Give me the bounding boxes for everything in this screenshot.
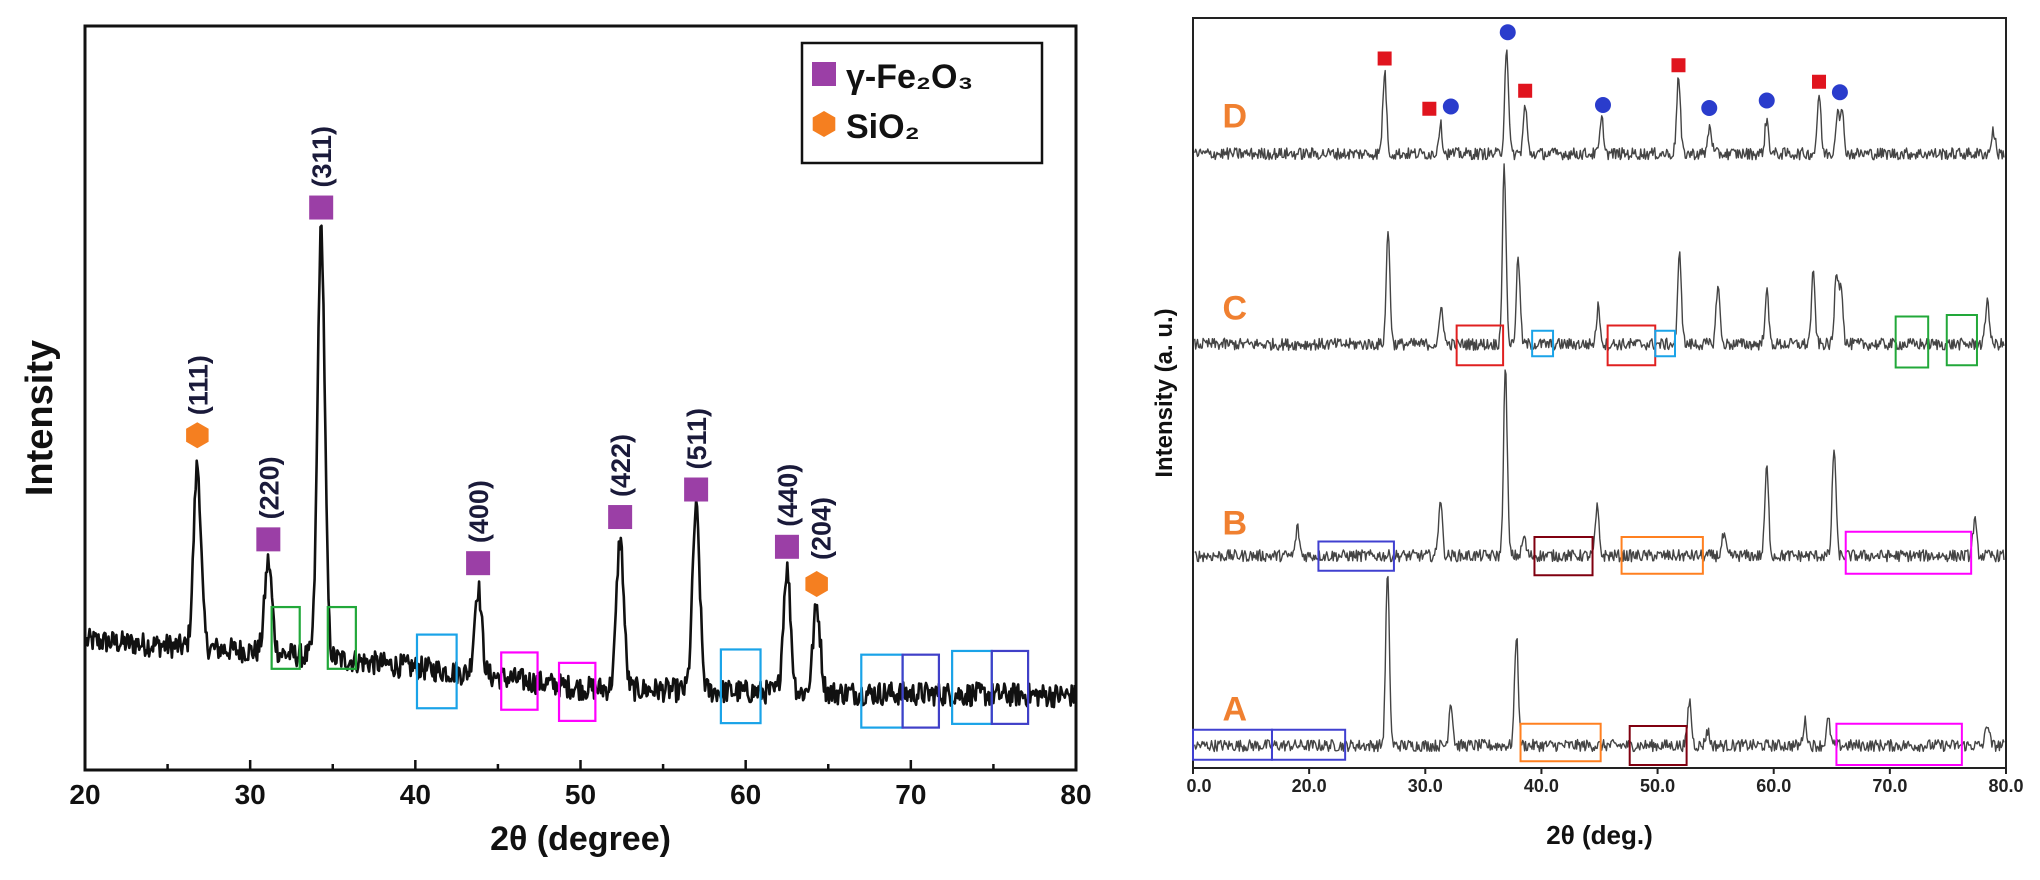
highlight-box: [1654, 329, 1676, 358]
series-label-b: B: [1223, 505, 1248, 543]
red-square-marker: [1377, 51, 1392, 66]
highlight-box: [557, 661, 597, 722]
y-axis-label: Intensity: [19, 340, 61, 496]
x-tick-label: 70: [895, 779, 926, 810]
highlight-box: [1945, 314, 1978, 367]
highlight-box: [990, 649, 1030, 725]
highlight-box: [1628, 725, 1688, 766]
legend: γ-Fe₂O₃ SiO₂: [800, 41, 1044, 165]
red-square-marker: [1422, 101, 1437, 116]
x-tick-label: 80.0: [1988, 776, 2023, 796]
red-square-marker: [1671, 58, 1686, 73]
blue-circle-marker: [1701, 100, 1718, 116]
fe2o3-marker: [309, 195, 334, 220]
peak-hkl-label: (204): [807, 497, 837, 560]
highlight-box: [415, 633, 458, 710]
blue-circle-marker: [1758, 92, 1775, 109]
x-tick-label: 60: [730, 779, 761, 810]
xrd-trace: [85, 224, 1076, 709]
fe2o3-marker: [684, 477, 709, 502]
x-axis-label: 2θ (deg.): [1546, 820, 1653, 850]
blue-circle-marker: [1594, 97, 1611, 113]
legend-fe2o3-label: γ-Fe₂O₃: [846, 58, 973, 96]
peak-hkl-label: (311): [307, 126, 337, 188]
x-tick-label: 0.0: [1186, 776, 1211, 796]
series-label-d: D: [1223, 97, 1248, 135]
fe2o3-marker: [608, 505, 633, 530]
legend-sio2-label: SiO₂: [846, 108, 920, 146]
y-axis-label: Intensity (a. u.): [1151, 308, 1178, 477]
highlight-box: [1519, 722, 1602, 763]
legend-frame: [800, 41, 1044, 165]
fe2o3-marker: [256, 527, 281, 552]
right-xrd-chart: 0.0 20.0 30.0 40.0 50.0 60.0 70.0 80.0 2θ (deg.)…: [1151, 17, 2024, 850]
trace-d: [1194, 49, 2005, 161]
legend-fe2o3-marker: [812, 62, 836, 86]
x-tick-label: 70.0: [1872, 776, 1907, 796]
highlight-box: [1835, 722, 1963, 766]
red-square-marker: [1518, 83, 1533, 98]
blue-circle-marker: [1442, 98, 1459, 115]
peak-hkl-label: (111): [183, 355, 213, 415]
peak-hkl-label: (400): [464, 480, 494, 543]
x-tick-label: 60.0: [1756, 776, 1791, 796]
peak-hkl-label: (440): [773, 464, 803, 527]
blue-circle-marker: [1499, 24, 1516, 41]
x-axis-label: 2θ (degree): [490, 820, 671, 858]
x-tick-label: 30: [235, 779, 266, 810]
legend-sio2-marker: [812, 111, 836, 137]
highlight-box: [901, 653, 941, 729]
highlight-box: [1270, 728, 1347, 761]
x-tick-label: 40.0: [1524, 776, 1559, 796]
x-tick-label: 50.0: [1640, 776, 1675, 796]
x-tick-label: 20: [69, 779, 100, 810]
x-tick-label: 50: [565, 779, 596, 810]
fe2o3-marker: [466, 551, 491, 576]
plot-frame: [1192, 17, 2007, 769]
peak-hkl-label: (220): [254, 456, 284, 519]
trace-a: [1194, 575, 2005, 753]
sio2-marker: [805, 571, 828, 597]
highlight-box: [1533, 536, 1594, 577]
series-label-a: A: [1223, 691, 1248, 729]
x-tick-label: 20.0: [1292, 776, 1327, 796]
highlight-box: [500, 651, 539, 711]
highlight-box: [1531, 329, 1555, 358]
blue-circle-marker: [1831, 84, 1848, 101]
x-tick-label: 30.0: [1408, 776, 1443, 796]
highlight-box: [719, 648, 762, 725]
highlight-box: [1317, 540, 1395, 572]
highlight-box: [1620, 536, 1704, 575]
highlight-box: [326, 605, 357, 670]
x-tick-label: 80: [1060, 779, 1091, 810]
highlight-box: [1894, 315, 1930, 369]
peak-hkl-label: (422): [606, 434, 636, 497]
red-square-marker: [1812, 74, 1827, 89]
series-label-c: C: [1223, 289, 1248, 327]
highlight-box: [1455, 324, 1505, 367]
trace-b: [1194, 369, 2005, 563]
peak-hkl-label: (511): [682, 408, 712, 470]
left-xrd-chart: 20 30 40 50 60 70 80 2θ (degree) Intensity (111) (…: [19, 24, 1092, 858]
sio2-marker: [186, 422, 209, 449]
highlight-box: [270, 605, 301, 670]
trace-c: [1194, 163, 2005, 351]
fe2o3-marker: [774, 534, 799, 559]
x-tick-label: 40: [400, 779, 431, 810]
highlight-box: [1844, 530, 1973, 575]
